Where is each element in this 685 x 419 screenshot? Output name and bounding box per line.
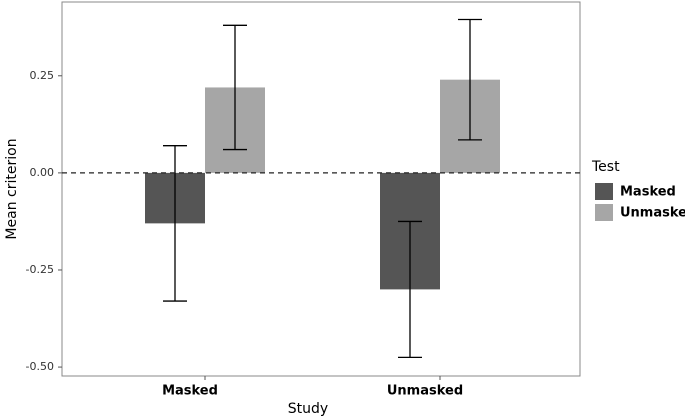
- plot-frame: [61, 1, 581, 377]
- y-tick-label: 0.00: [30, 166, 55, 179]
- legend-label: Unmasked: [620, 206, 685, 221]
- x-axis-title: Study: [288, 401, 328, 417]
- error-bar: [458, 18, 482, 141]
- y-tick-label: -0.50: [26, 360, 54, 373]
- x-tick-label: Unmasked: [387, 384, 463, 399]
- y-tick-label: -0.25: [26, 263, 54, 276]
- y-axis-title: Mean criterion: [4, 138, 20, 239]
- error-bar: [163, 145, 187, 302]
- legend-key: [595, 183, 613, 200]
- legend-title: Test: [591, 159, 620, 175]
- legend-label: Masked: [620, 185, 676, 200]
- x-tick-label: Masked: [162, 384, 218, 399]
- y-tick-label: 0.25: [30, 69, 55, 82]
- error-bar: [398, 220, 422, 359]
- legend-key: [595, 204, 613, 221]
- error-bar: [223, 24, 247, 151]
